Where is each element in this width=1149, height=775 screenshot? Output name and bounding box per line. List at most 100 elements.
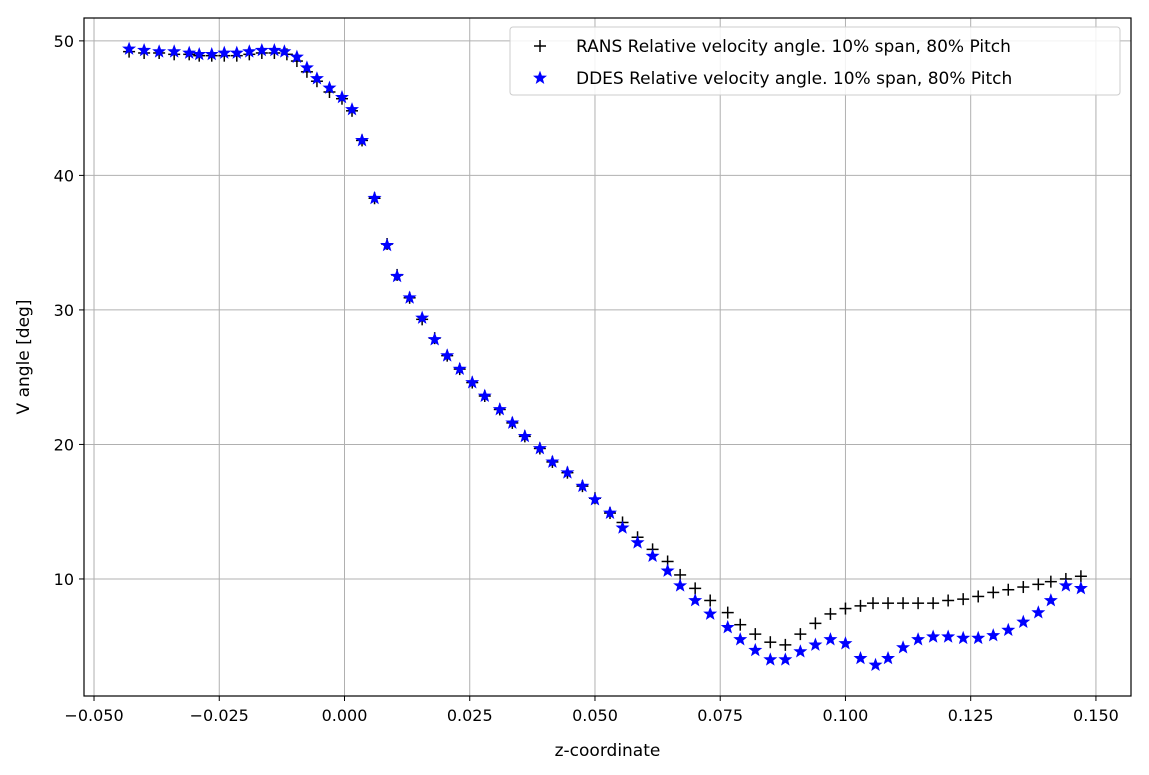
legend-marker-rans [534,40,546,52]
data-point [440,348,455,362]
data-point [794,628,807,641]
data-point [1073,581,1088,595]
data-point [688,593,703,607]
data-point [853,650,868,665]
data-point [748,642,763,657]
data-point [615,520,630,534]
data-point [927,597,940,610]
data-point [289,49,304,63]
y-tick-label: 30 [54,301,74,320]
data-point [673,578,688,592]
y-tick-label: 10 [54,570,74,589]
data-point [839,602,852,615]
data-point [1074,570,1087,583]
plot-frame [83,17,1132,697]
data-point [823,632,838,646]
data-point [587,492,602,506]
data-point [882,597,895,610]
x-tick-label: 0.000 [322,706,368,725]
y-axis-label: V angle [deg] [14,300,34,415]
data-point [941,629,956,643]
x-tick-label: 0.050 [572,706,618,725]
data-point [971,630,986,645]
data-point [390,268,405,283]
data-point [1017,581,1030,594]
data-point [956,630,971,645]
x-tick-label: 0.150 [1073,706,1119,725]
data-point [957,593,970,606]
data-point [911,632,926,646]
data-point [808,637,823,651]
data-point [122,41,137,55]
x-tick-label: −0.050 [64,706,123,725]
data-point [254,42,269,57]
data-point [517,429,532,443]
data-point [986,628,1001,642]
data-point [137,42,152,57]
data-point [779,638,792,651]
data-point [492,402,507,416]
data-point [345,102,359,116]
data-point [896,640,911,654]
data-point [764,636,777,649]
data-point [824,607,837,620]
legend-marker-ddes [533,70,547,84]
data-point [167,44,182,58]
data-point [972,590,985,603]
data-point [1031,605,1046,619]
data-point [897,597,910,610]
data-point [367,190,382,205]
data-point [763,652,778,666]
data-point [532,441,547,455]
data-point [267,42,282,57]
legend-label-rans: RANS Relative velocity angle. 10% span, … [576,37,1011,57]
data-point [734,618,747,631]
data-point [152,44,167,58]
data-point [477,388,492,402]
data-point [660,563,675,577]
data-point [793,644,808,658]
data-point [560,465,575,479]
series-ddes [122,41,1088,672]
y-axis-ticks: 10 20 30 40 50 [54,32,84,589]
data-point [415,310,430,324]
y-tick-label: 50 [54,32,74,51]
data-point [204,46,219,61]
x-axis-label: z-coordinate [555,741,661,761]
data-point [912,597,925,610]
data-point [926,629,941,643]
y-tick-label: 40 [54,166,74,185]
data-point [721,606,734,619]
data-point [217,45,232,59]
legend-label-ddes: DDES Relative velocity angle. 10% span, … [576,69,1012,89]
data-point [427,332,442,346]
data-point [1032,578,1045,591]
legend: RANS Relative velocity angle. 10% span, … [509,26,1121,96]
data-point [703,606,718,620]
plot-marks [122,41,1088,672]
data-point [299,60,314,74]
x-axis-ticks: −0.050 −0.025 0.000 0.025 0.050 0.075 0.100 0.1… [64,696,1119,725]
data-point [733,632,748,646]
data-point [704,594,717,607]
data-point [838,636,853,650]
legend-box [509,26,1121,96]
x-tick-label: 0.125 [948,706,994,725]
data-point [645,548,660,563]
x-tick-label: −0.025 [190,706,249,725]
data-point [452,361,467,376]
data-point [987,586,1000,599]
data-point [689,582,702,595]
data-point [182,45,197,59]
data-point [603,505,617,519]
data-point [720,620,735,634]
x-tick-label: 0.075 [697,706,743,725]
data-point [402,290,417,304]
legend-marker-symbol [534,40,546,52]
data-point [868,657,883,672]
data-point [380,238,395,252]
data-point [1016,614,1031,628]
data-point [465,375,480,389]
